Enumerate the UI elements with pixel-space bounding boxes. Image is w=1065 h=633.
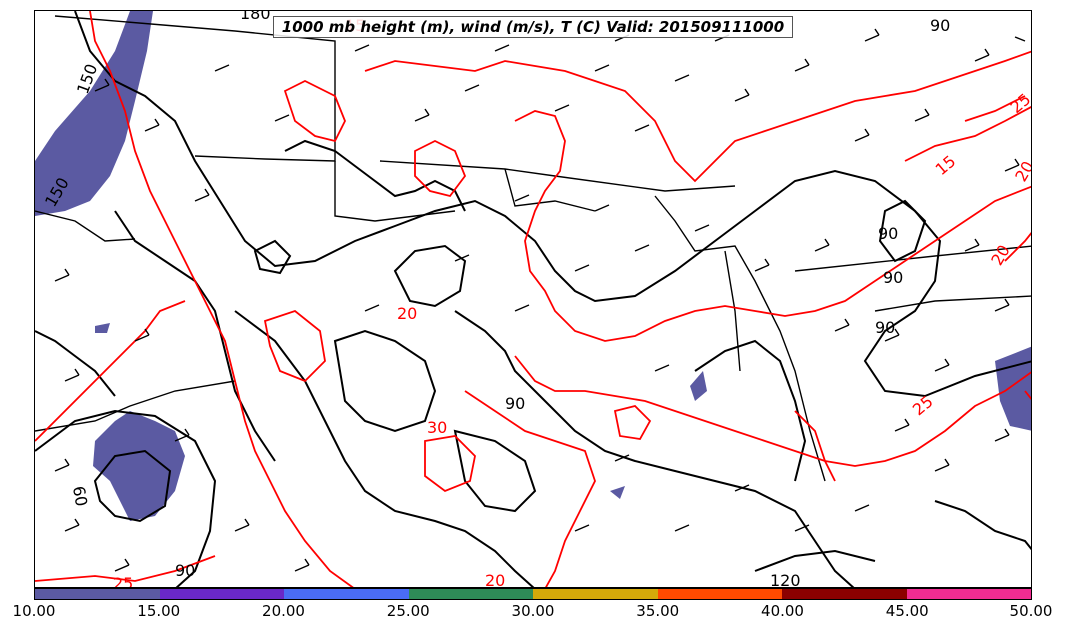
wind-barbs bbox=[54, 28, 1026, 572]
height-label: 120 bbox=[770, 571, 801, 588]
temperature-contours bbox=[35, 11, 1031, 587]
colorbar-tick-label: 25.00 bbox=[386, 602, 430, 620]
height-label: 90 bbox=[505, 394, 525, 413]
height-contours bbox=[35, 11, 1031, 587]
colorbar-segment bbox=[408, 589, 533, 599]
colorbar-tick-label: 10.00 bbox=[12, 602, 56, 620]
temperature-label: 20 bbox=[397, 304, 417, 323]
height-label: 60 bbox=[69, 485, 91, 508]
height-contour-labels: 180 150 150 90 90 90 90 90 90 60 120 bbox=[41, 11, 950, 588]
colorbar-segment bbox=[906, 589, 1031, 599]
colorbar-segment bbox=[533, 589, 658, 599]
height-label: 90 bbox=[175, 561, 195, 580]
colorbar-tick-label: 30.00 bbox=[511, 602, 555, 620]
height-label: 180 bbox=[240, 11, 271, 23]
temperature-label: 20 bbox=[987, 242, 1014, 269]
temperature-label: 20 bbox=[485, 571, 505, 588]
temperature-label: 25 bbox=[113, 574, 133, 588]
colorbar-segment bbox=[657, 589, 782, 599]
colorbar-segment bbox=[35, 589, 160, 599]
temperature-label: 15 bbox=[932, 151, 960, 179]
colorbar-tick-label: 15.00 bbox=[137, 602, 181, 620]
temperature-label: 25 bbox=[1007, 89, 1032, 117]
temperature-label: 20 bbox=[1011, 158, 1032, 185]
temperature-label: 30 bbox=[427, 418, 447, 437]
height-label: 90 bbox=[883, 268, 903, 287]
map-canvas: 180 150 150 90 90 90 90 90 90 60 120 20 … bbox=[35, 11, 1032, 588]
map-panel: 180 150 150 90 90 90 90 90 90 60 120 20 … bbox=[34, 10, 1032, 588]
political-borders bbox=[35, 15, 1031, 482]
wind-speed-fill bbox=[35, 11, 1031, 521]
height-label: 90 bbox=[878, 224, 898, 243]
temperature-contour-labels: 20 20 25 25 25 15 15 30 20 20 bbox=[113, 16, 1032, 588]
colorbar-segment bbox=[782, 589, 907, 599]
height-label: 90 bbox=[875, 318, 895, 337]
map-title: 1000 mb height (m), wind (m/s), T (C) Va… bbox=[273, 16, 793, 38]
colorbar-segment bbox=[284, 589, 409, 599]
colorbar-segment bbox=[159, 589, 284, 599]
colorbar-tick-label: 35.00 bbox=[636, 602, 680, 620]
colorbar-tick-label: 20.00 bbox=[262, 602, 305, 620]
height-label: 90 bbox=[930, 16, 950, 35]
colorbar-tick-label: 45.00 bbox=[885, 602, 929, 620]
colorbar-tick-label: 40.00 bbox=[761, 602, 804, 620]
temperature-label: 25 bbox=[909, 392, 937, 420]
colorbar-tick-label: 50.00 bbox=[1009, 602, 1053, 620]
colorbar bbox=[34, 588, 1032, 600]
